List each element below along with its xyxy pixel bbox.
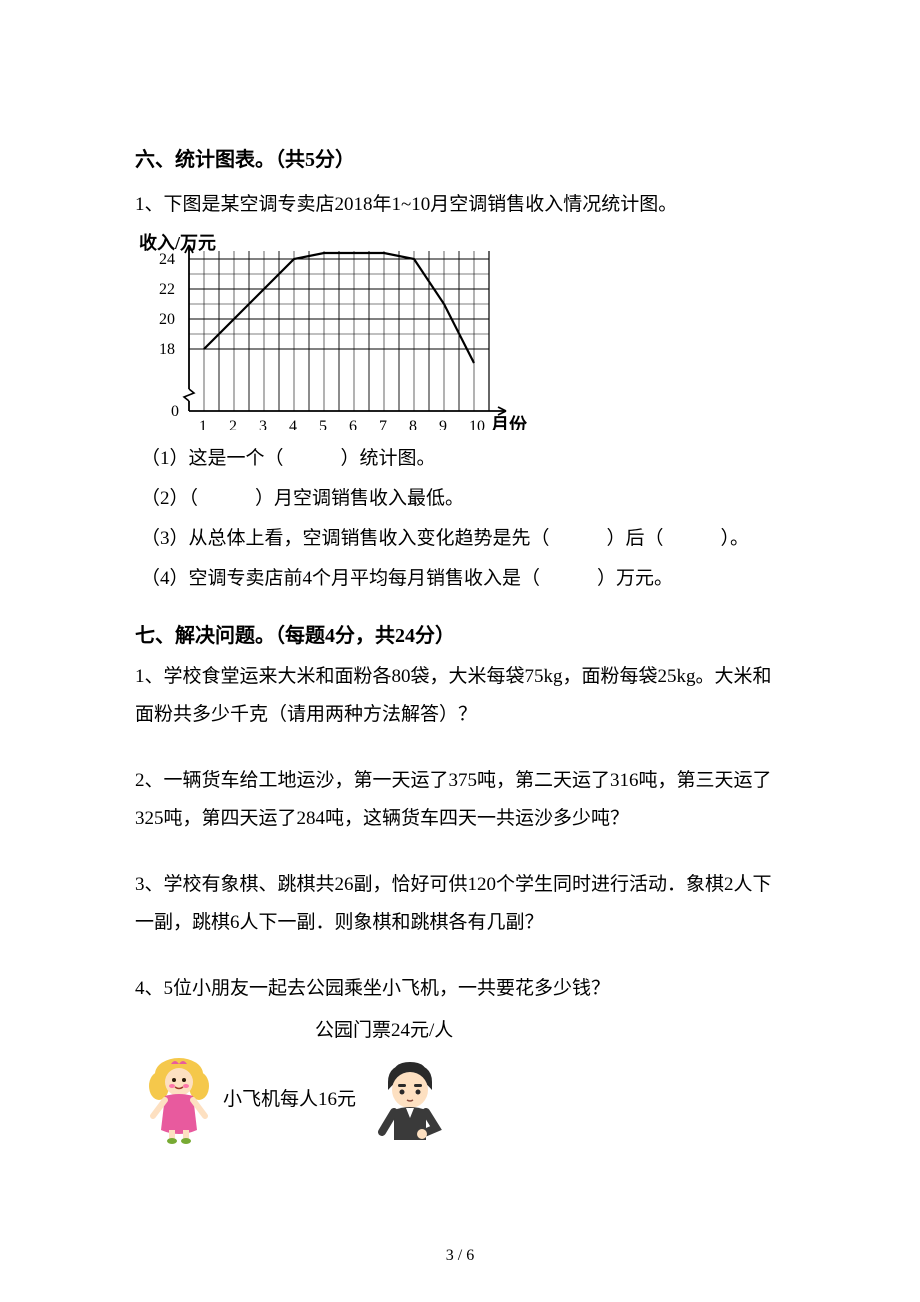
svg-text:20: 20 (159, 311, 175, 328)
s6-chart: 收入/万元 0 18 20 22 24 1 2 3 4 5 6 7 8 9 10 月份 (135, 230, 785, 430)
s7-q4-intro: 4、5位小朋友一起去公园乘坐小飞机，一共要花多少钱？ (135, 970, 785, 1008)
s7-ticket-price: 公园门票24元/人 (135, 1012, 785, 1050)
s7-plane-price: 小飞机每人16元 (223, 1081, 356, 1119)
s6-sub3: （3）从总体上看，空调销售收入变化趋势是先（ ）后（ ）。 (135, 520, 785, 558)
svg-text:2: 2 (229, 418, 237, 430)
svg-text:22: 22 (159, 281, 175, 298)
svg-text:9: 9 (439, 418, 447, 430)
boy-figure-icon (374, 1056, 446, 1144)
svg-text:18: 18 (159, 341, 175, 358)
svg-text:6: 6 (349, 418, 357, 430)
line-chart-svg: 收入/万元 0 18 20 22 24 1 2 3 4 5 6 7 8 9 10 月份 (135, 230, 535, 430)
svg-text:8: 8 (409, 418, 417, 430)
s7-q1: 1、学校食堂运来大米和面粉各80袋，大米每袋75kg，面粉每袋25kg。大米和面… (135, 658, 785, 734)
svg-text:3: 3 (259, 418, 267, 430)
svg-text:5: 5 (319, 418, 327, 430)
svg-text:24: 24 (159, 251, 175, 268)
s7-q2: 2、一辆货车给工地运沙，第一天运了375吨，第二天运了316吨，第三天运了325… (135, 762, 785, 838)
girl-figure-icon (143, 1056, 215, 1144)
s7-price-row: 小飞机每人16元 (135, 1056, 785, 1144)
s6-sub2: （2）（ ）月空调销售收入最低。 (135, 480, 785, 518)
s6-sub4: （4）空调专卖店前4个月平均每月销售收入是（ ）万元。 (135, 560, 785, 598)
s6-q1-intro: 1、下图是某空调专卖店2018年1~10月空调销售收入情况统计图。 (135, 186, 785, 224)
svg-text:0: 0 (171, 403, 179, 420)
s7-q3: 3、学校有象棋、跳棋共26副，恰好可供120个学生同时进行活动．象棋2人下一副，… (135, 866, 785, 942)
svg-text:月份: 月份 (490, 414, 528, 430)
svg-text:4: 4 (289, 418, 297, 430)
s6-sub1: （1）这是一个（ ）统计图。 (135, 440, 785, 478)
svg-text:7: 7 (379, 418, 387, 430)
section6-heading: 六、统计图表。（共5分） (135, 140, 785, 180)
page-number: 3 / 6 (0, 1240, 920, 1272)
svg-text:1: 1 (199, 418, 207, 430)
section7-heading: 七、解决问题。（每题4分，共24分） (135, 616, 785, 656)
svg-text:收入/万元: 收入/万元 (139, 232, 216, 253)
svg-text:10: 10 (469, 418, 485, 430)
